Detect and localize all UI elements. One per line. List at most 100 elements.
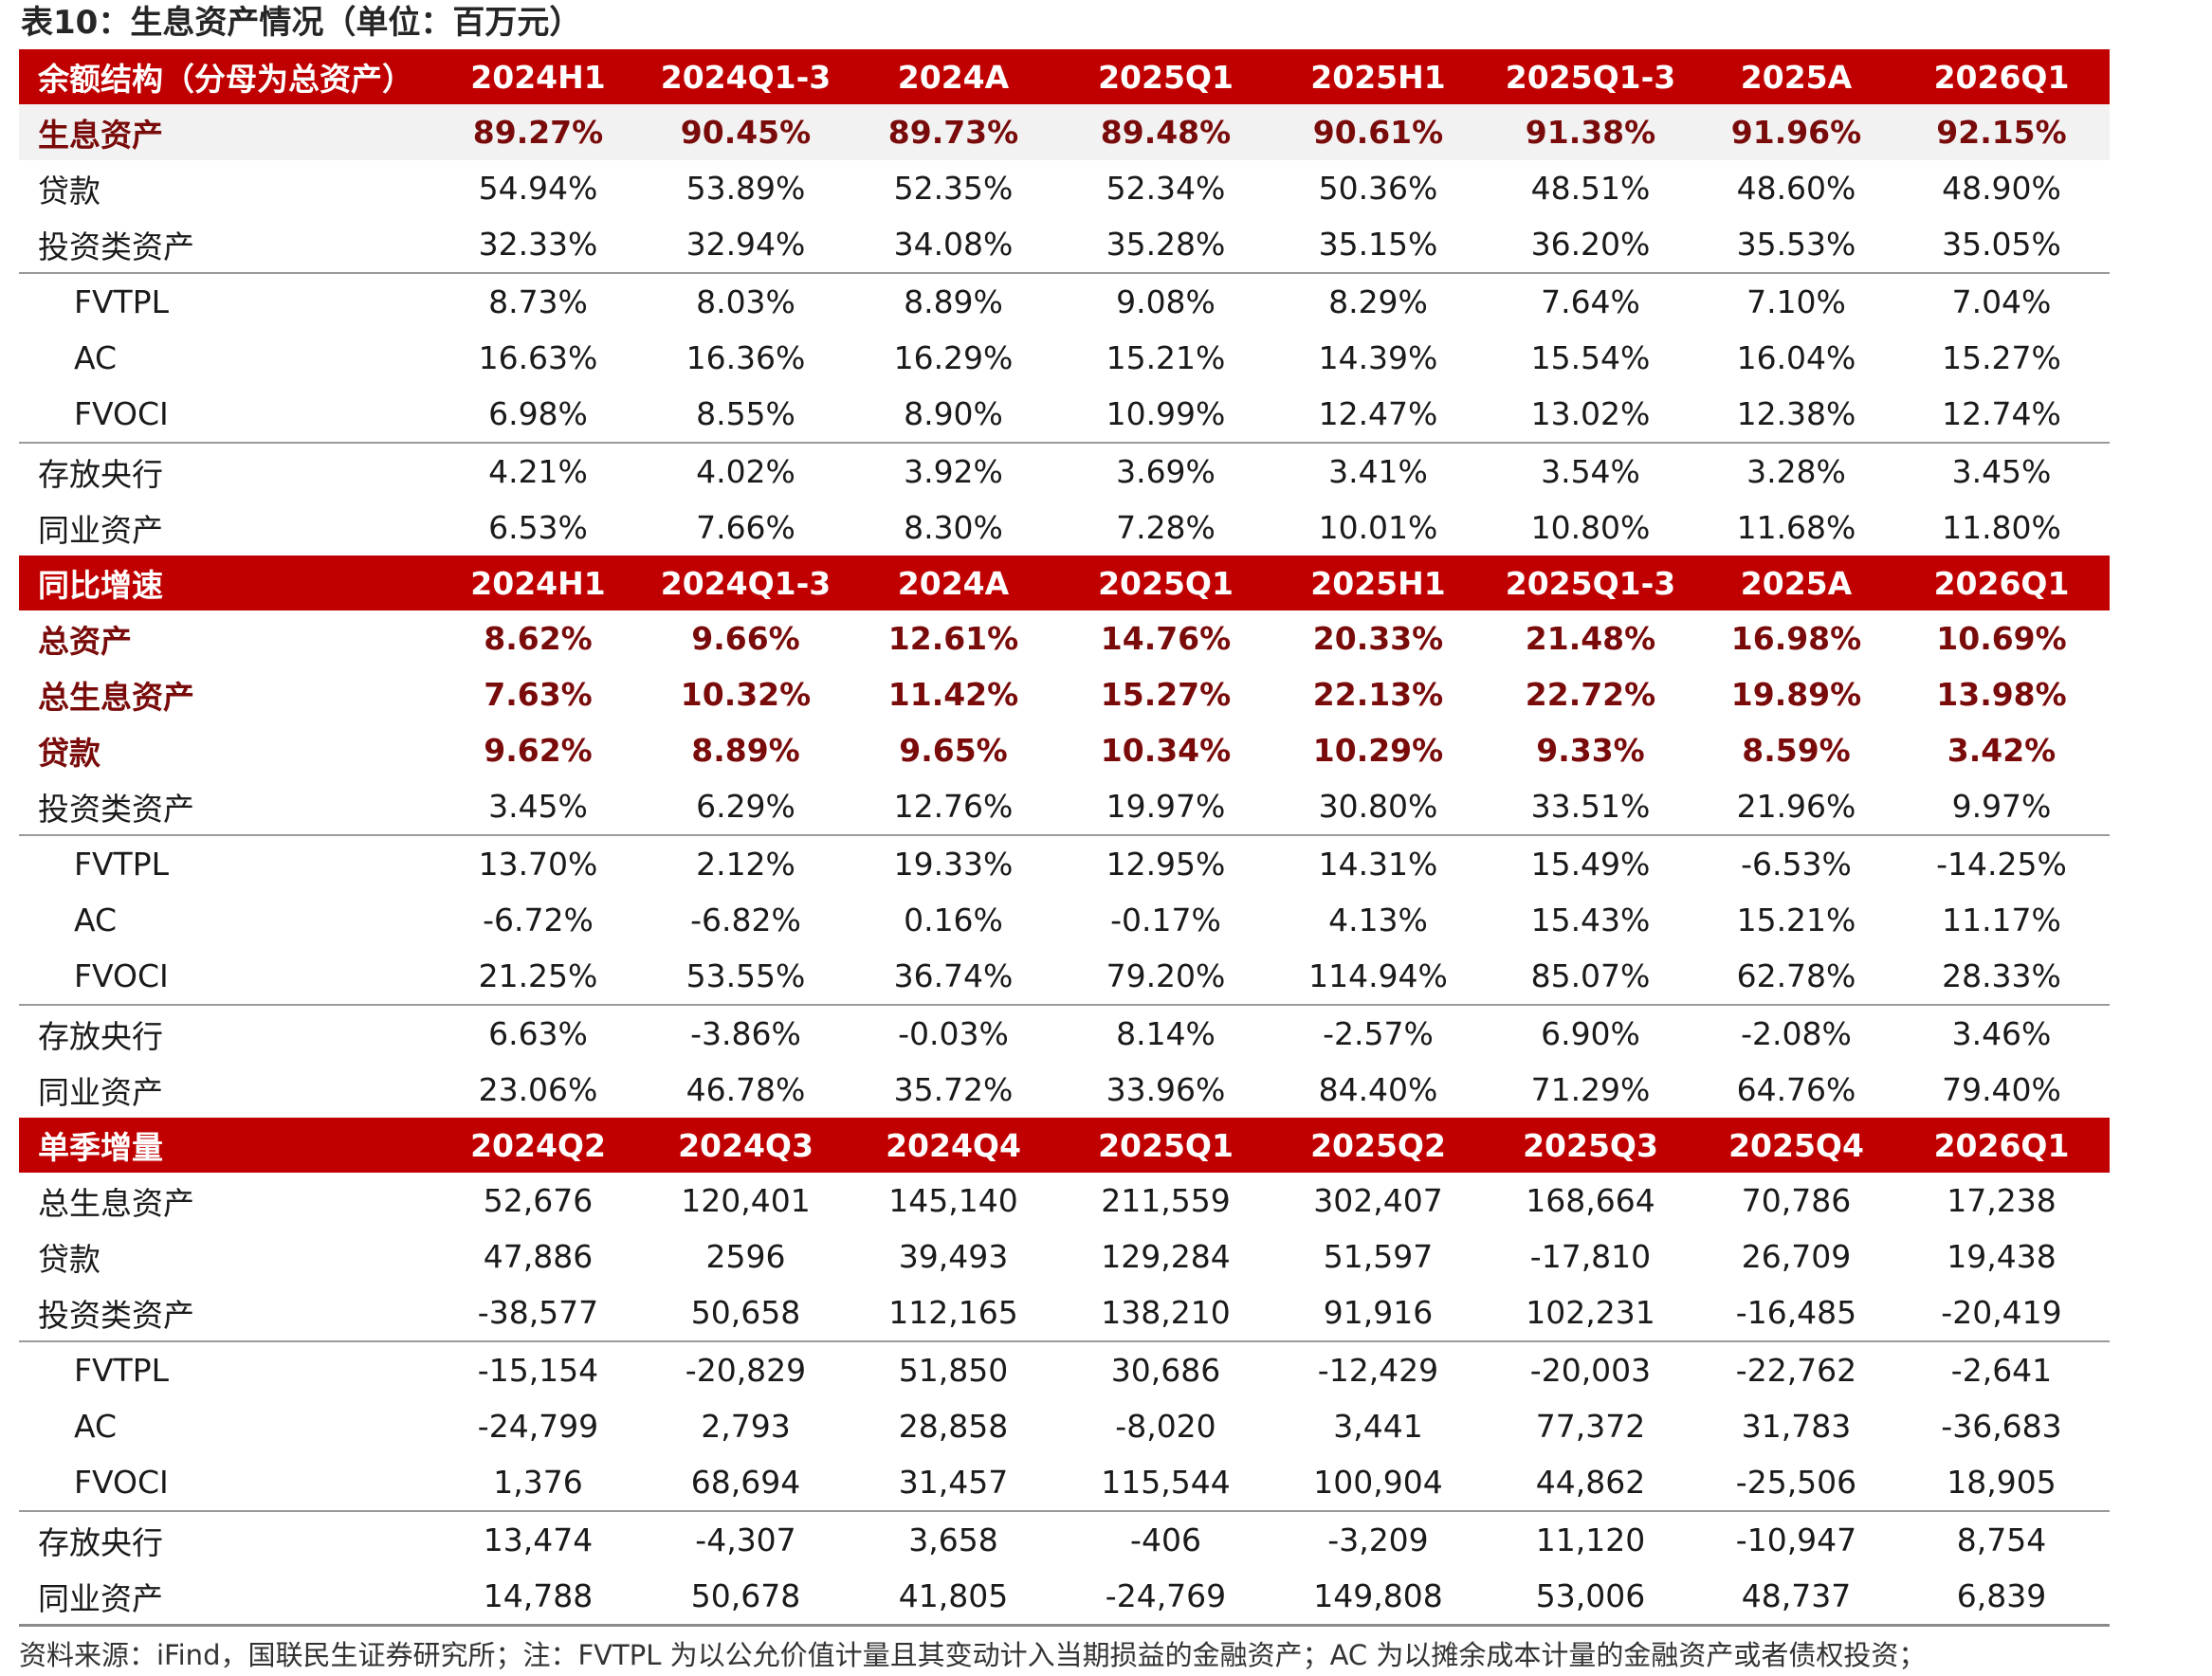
table-row: FVTPL 8.73% 8.03% 8.89% 9.08% 8.29% 7.64% 7.10%… <box>19 273 2110 330</box>
table-cell: 3.28% <box>1746 453 1846 490</box>
table-row: 总资产 8.62% 9.66% 12.61% 14.76% 20.33% 21.48% 16.… <box>19 610 2110 666</box>
row-label: 贷款 <box>38 1240 101 1278</box>
table-cell: 112,165 <box>850 1284 1057 1342</box>
table-cell: 34.08% <box>850 216 1057 274</box>
table-cell: -6.53% <box>1741 846 1852 883</box>
table-cell: 4.13% <box>1328 902 1428 938</box>
table-cell: -3,209 <box>1327 1521 1429 1558</box>
table-row: 存放央行 13,474 -4,307 3,658 -406 -3,209 11,120 -10… <box>19 1511 2110 1568</box>
table-cell: 3.41% <box>1328 453 1428 490</box>
table-cell: 6.29% <box>642 778 850 836</box>
table-row: 贷款 47,886 2596 39,493 129,284 51,597 -17,810 26… <box>19 1229 2110 1284</box>
period-header: 2025H1 <box>1274 556 1482 610</box>
table-cell: 50,658 <box>642 1284 850 1342</box>
table-cell: 19.33% <box>893 846 1014 883</box>
table-cell: 48.51% <box>1530 170 1651 207</box>
table-cell: 3.45% <box>434 778 642 836</box>
table-cell: 15.21% <box>1736 902 1856 938</box>
table-cell: -17,810 <box>1529 1238 1652 1275</box>
table-cell: 21.96% <box>1699 778 1893 836</box>
table-cell: 91,916 <box>1274 1284 1482 1342</box>
table-cell: -12,429 <box>1317 1352 1439 1389</box>
table-cell: 211,559 <box>1101 1182 1231 1219</box>
table-cell: 12.95% <box>1106 846 1226 883</box>
table-cell: 11.68% <box>1736 509 1856 546</box>
table-cell: 138,210 <box>1057 1284 1274 1342</box>
row-label: 总资产 <box>38 622 132 660</box>
table-row: 同业资产 14,788 50,678 41,805 -24,769 149,808 53,0… <box>19 1568 2110 1627</box>
table-cell: 8.55% <box>642 386 850 444</box>
table-row: 存放央行 6.63% -3.86% -0.03% 8.14% -2.57% 6.90% -2.… <box>19 1005 2110 1062</box>
table-cell: 14.31% <box>1318 846 1438 883</box>
table-cell: 15.49% <box>1530 846 1651 883</box>
period-header: 2024Q1-3 <box>642 49 850 104</box>
table-cell: 1,376 <box>434 1454 642 1512</box>
period-header: 2025Q2 <box>1274 1118 1482 1173</box>
table-cell: 145,140 <box>888 1182 1018 1219</box>
row-label: 投资类资产 <box>19 778 434 836</box>
table-cell: 53.89% <box>686 170 806 207</box>
table-cell: 16.29% <box>893 339 1014 376</box>
table-cell: -2.08% <box>1741 1015 1852 1052</box>
period-header: 2024Q4 <box>850 1118 1057 1173</box>
table-cell: 53,006 <box>1482 1568 1699 1627</box>
table-cell: 2,793 <box>701 1408 791 1445</box>
period-header: 2025A <box>1699 556 1893 610</box>
row-label: 同业资产 <box>19 1568 434 1627</box>
table-cell: 30,686 <box>1110 1352 1221 1389</box>
table-row: 存放央行 4.21% 4.02% 3.92% 3.69% 3.41% 3.54% 3.28% 3… <box>19 443 2110 500</box>
table-cell: -8,020 <box>1115 1408 1216 1445</box>
table-row: 总生息资产 7.63% 10.32% 11.42% 15.27% 22.13% 22.72%… <box>19 666 2110 722</box>
table-cell: 6,839 <box>1893 1568 2110 1627</box>
table-row: 贷款 9.62% 8.89% 9.65% 10.34% 10.29% 9.33% 8.59% 3… <box>19 722 2110 778</box>
table-cell: 35.72% <box>893 1071 1014 1108</box>
row-label: 生息资产 <box>19 104 434 160</box>
table-cell: 21.48% <box>1525 620 1656 657</box>
table-cell: 9.65% <box>899 732 1008 769</box>
table-cell: 149,808 <box>1274 1568 1482 1627</box>
row-label: FVTPL <box>74 1352 169 1389</box>
row-label: 存放央行 <box>38 1523 163 1561</box>
table-cell: 92.15% <box>1893 104 2110 160</box>
table-cell: 0.16% <box>904 902 1003 938</box>
table-cell: 79.40% <box>1942 1071 2061 1108</box>
table-cell: 28.33% <box>1893 948 2110 1006</box>
table-cell: 7.64% <box>1541 283 1640 320</box>
table-cell: 32.33% <box>434 216 642 274</box>
table-cell: 31,783 <box>1741 1408 1852 1445</box>
table-cell: 17,238 <box>1947 1182 2057 1219</box>
row-label: FVOCI <box>19 1454 434 1512</box>
table-cell: 26,709 <box>1741 1238 1852 1275</box>
table-cell: 10.99% <box>1057 386 1274 444</box>
section-title: 余额结构（分母为总资产） <box>19 49 434 104</box>
table-cell: -36,683 <box>1941 1408 2062 1445</box>
table-row: FVOCI 6.98% 8.55% 8.90% 10.99% 12.47% 13.02% 12… <box>19 386 2110 444</box>
table-cell: 91.38% <box>1482 104 1699 160</box>
table-row: FVTPL 13.70% 2.12% 19.33% 12.95% 14.31% 15.49%… <box>19 835 2110 892</box>
table-row: 投资类资产 -38,577 50,658 112,165 138,210 91,916 10… <box>19 1284 2110 1342</box>
table-cell: 70,786 <box>1741 1182 1852 1219</box>
table-cell: 11.42% <box>887 676 1019 713</box>
table-cell: 50.36% <box>1318 170 1438 207</box>
table-cell: 10.29% <box>1312 732 1444 769</box>
table-cell: 100,904 <box>1274 1454 1482 1512</box>
period-header: 2025Q1-3 <box>1482 49 1699 104</box>
table-cell: 62.78% <box>1699 948 1893 1006</box>
table-row: 总生息资产 52,676 120,401 145,140 211,559 302,407 1… <box>19 1173 2110 1229</box>
table-row: FVOCI 1,376 68,694 31,457 115,544 100,904 44,8… <box>19 1454 2110 1512</box>
table-cell: 2596 <box>705 1238 786 1275</box>
table-row: 同业资产 6.53% 7.66% 8.30% 7.28% 10.01% 10.80% 11.6… <box>19 500 2110 556</box>
table-cell: 6.90% <box>1541 1015 1640 1052</box>
period-header: 2025Q3 <box>1482 1118 1699 1173</box>
row-label: 存放央行 <box>38 455 163 493</box>
table-cell: 16.36% <box>686 339 806 376</box>
table-cell: 8.29% <box>1328 283 1428 320</box>
period-header: 2025A <box>1699 49 1893 104</box>
table-cell: 13,474 <box>483 1521 594 1558</box>
row-label: AC <box>74 902 118 938</box>
table-cell: 9.08% <box>1116 283 1216 320</box>
period-header: 2025Q1 <box>1057 556 1274 610</box>
table-cell: 10.01% <box>1318 509 1438 546</box>
table-cell: 15.21% <box>1106 339 1226 376</box>
table-cell: 11,120 <box>1535 1521 1646 1558</box>
